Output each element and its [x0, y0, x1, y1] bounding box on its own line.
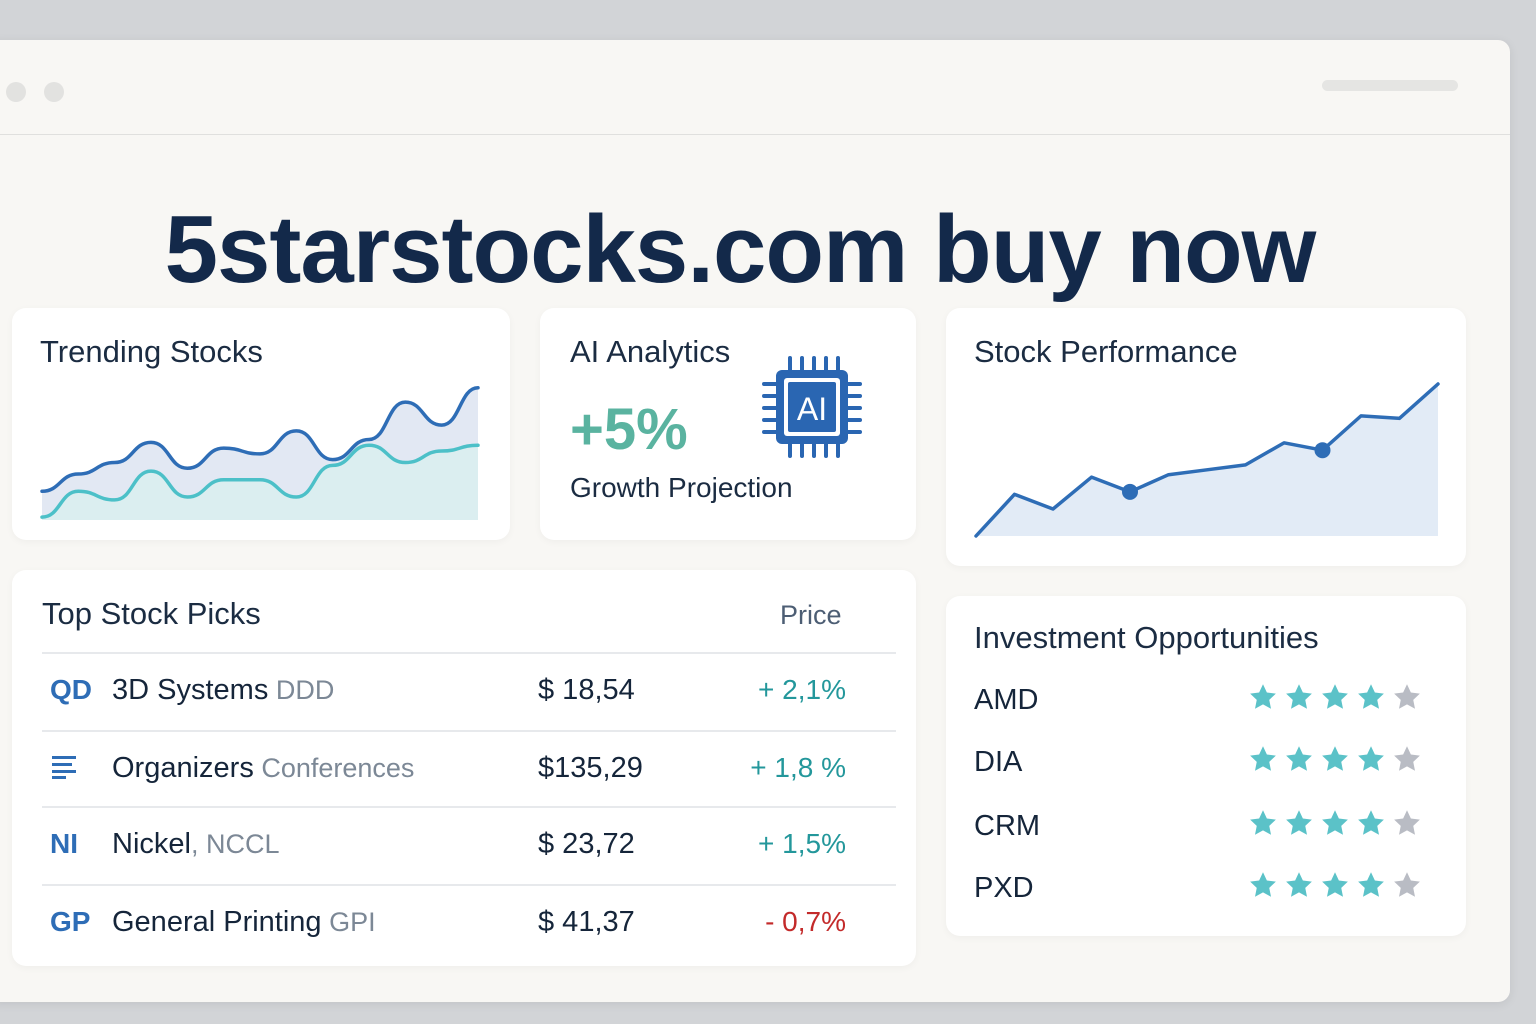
investment-symbol: CRM — [974, 810, 1041, 842]
performance-point-2 — [1314, 442, 1331, 459]
browser-window: 5starstocks.com buy now Trending Stocks … — [0, 40, 1510, 1002]
investment-row-amd[interactable]: AMD — [974, 678, 1444, 728]
stock-row-3d-systems[interactable]: QD 3D Systems DDD $ 18,54 + 2,1% — [42, 652, 896, 730]
trending-chart — [40, 386, 480, 520]
stock-ticker: , NCCL — [190, 829, 280, 859]
stock-name: Nickel, NCCL — [112, 828, 279, 861]
address-bar[interactable] — [1322, 80, 1458, 91]
performance-point-1 — [1122, 483, 1138, 500]
stock-row-nickel[interactable]: NI Nickel, NCCL $ 23,72 + 1,5% — [42, 806, 896, 884]
top-stock-picks-title: Top Stock Picks — [42, 596, 261, 631]
stock-change: + 1,5% — [758, 828, 846, 859]
investment-opportunities-card: Investment Opportunities AMD DIA CRM PXD — [946, 596, 1466, 936]
stock-name-text: General Printing — [112, 906, 322, 938]
trending-line-2 — [40, 443, 480, 519]
stock-row-general-printing[interactable]: GP General Printing GPI $ 41,37 - 0,7% — [42, 884, 896, 962]
stock-performance-title: Stock Performance — [974, 334, 1238, 369]
stock-ticker: GPI — [321, 907, 376, 937]
star-filled-icon — [1358, 810, 1384, 835]
performance-area — [976, 384, 1438, 536]
investment-symbol: AMD — [974, 684, 1039, 716]
star-rating — [1248, 682, 1422, 712]
star-empty-icon — [1394, 746, 1420, 771]
star-filled-icon — [1358, 684, 1384, 709]
star-filled-icon — [1322, 810, 1348, 835]
star-filled-icon — [1286, 872, 1312, 897]
stock-name-text: Nickel — [112, 828, 191, 860]
star-filled-icon — [1286, 810, 1312, 835]
performance-line — [974, 382, 1440, 538]
growth-projection-label: Growth Projection — [570, 472, 793, 503]
investment-row-crm[interactable]: CRM — [974, 804, 1444, 854]
star-rating — [1248, 870, 1422, 900]
stock-performance-card[interactable]: Stock Performance — [946, 308, 1466, 566]
performance-chart — [974, 382, 1440, 538]
investment-symbol: PXD — [974, 872, 1034, 904]
star-empty-icon — [1394, 684, 1420, 709]
stock-ticker: DDD — [268, 675, 335, 705]
stock-price: $ 18,54 — [538, 674, 635, 706]
trending-stocks-card[interactable]: Trending Stocks — [12, 308, 510, 540]
stock-name: Organizers Conferences — [112, 752, 414, 785]
star-filled-icon — [1358, 746, 1384, 771]
star-empty-icon — [1394, 872, 1420, 897]
investment-row-dia[interactable]: DIA — [974, 740, 1444, 790]
stock-change: + 1,8 % — [750, 752, 846, 783]
stock-name: General Printing GPI — [112, 906, 376, 939]
stock-price: $ 23,72 — [538, 828, 635, 860]
star-filled-icon — [1286, 746, 1312, 771]
lines-icon — [50, 752, 98, 780]
stock-change: + 2,1% — [758, 674, 846, 705]
ai-chip-label: AI — [797, 391, 827, 427]
stock-price: $135,29 — [538, 752, 643, 784]
stock-ticker: Conferences — [253, 753, 415, 783]
star-rating — [1248, 808, 1422, 838]
investment-symbol: DIA — [974, 746, 1023, 778]
investment-row-pxd[interactable]: PXD — [974, 866, 1444, 916]
trending-area-2 — [42, 445, 478, 520]
stock-logo: GP — [50, 906, 91, 937]
star-filled-icon — [1286, 684, 1312, 709]
stock-logo: NI — [50, 828, 78, 859]
window-dot-1[interactable] — [6, 82, 26, 102]
star-filled-icon — [1322, 746, 1348, 771]
stock-logo: QD — [50, 674, 92, 705]
window-dot-2[interactable] — [44, 82, 64, 102]
ai-analytics-card[interactable]: AI Analytics +5% Growth Projection AI — [540, 308, 916, 540]
stock-row-organizers[interactable]: Organizers Conferences $135,29 + 1,8 % — [42, 730, 896, 808]
ai-chip-icon: AI — [762, 356, 862, 458]
trending-line-1 — [40, 386, 480, 493]
trending-stocks-title: Trending Stocks — [40, 334, 263, 369]
star-filled-icon — [1250, 872, 1276, 897]
price-column-header[interactable]: Price — [780, 600, 842, 630]
top-stock-picks-card: Top Stock Picks Price QD 3D Systems DDD … — [12, 570, 916, 966]
title-bar — [0, 40, 1510, 135]
star-filled-icon — [1358, 872, 1384, 897]
star-empty-icon — [1394, 810, 1420, 835]
stock-change: - 0,7% — [765, 906, 846, 937]
investment-opportunities-title: Investment Opportunities — [974, 620, 1319, 655]
star-filled-icon — [1322, 684, 1348, 709]
stock-price: $ 41,37 — [538, 906, 635, 938]
ai-analytics-title: AI Analytics — [570, 334, 731, 369]
stock-name-text: 3D Systems — [112, 674, 269, 706]
growth-percentage: +5% — [570, 397, 688, 462]
star-filled-icon — [1250, 810, 1276, 835]
star-filled-icon — [1322, 872, 1348, 897]
page-headline: 5starstocks.com buy now — [164, 196, 1317, 303]
stock-name: 3D Systems DDD — [112, 674, 334, 707]
star-filled-icon — [1250, 746, 1276, 771]
star-rating — [1248, 744, 1422, 774]
star-filled-icon — [1250, 684, 1276, 709]
stock-name-text: Organizers — [112, 752, 254, 784]
